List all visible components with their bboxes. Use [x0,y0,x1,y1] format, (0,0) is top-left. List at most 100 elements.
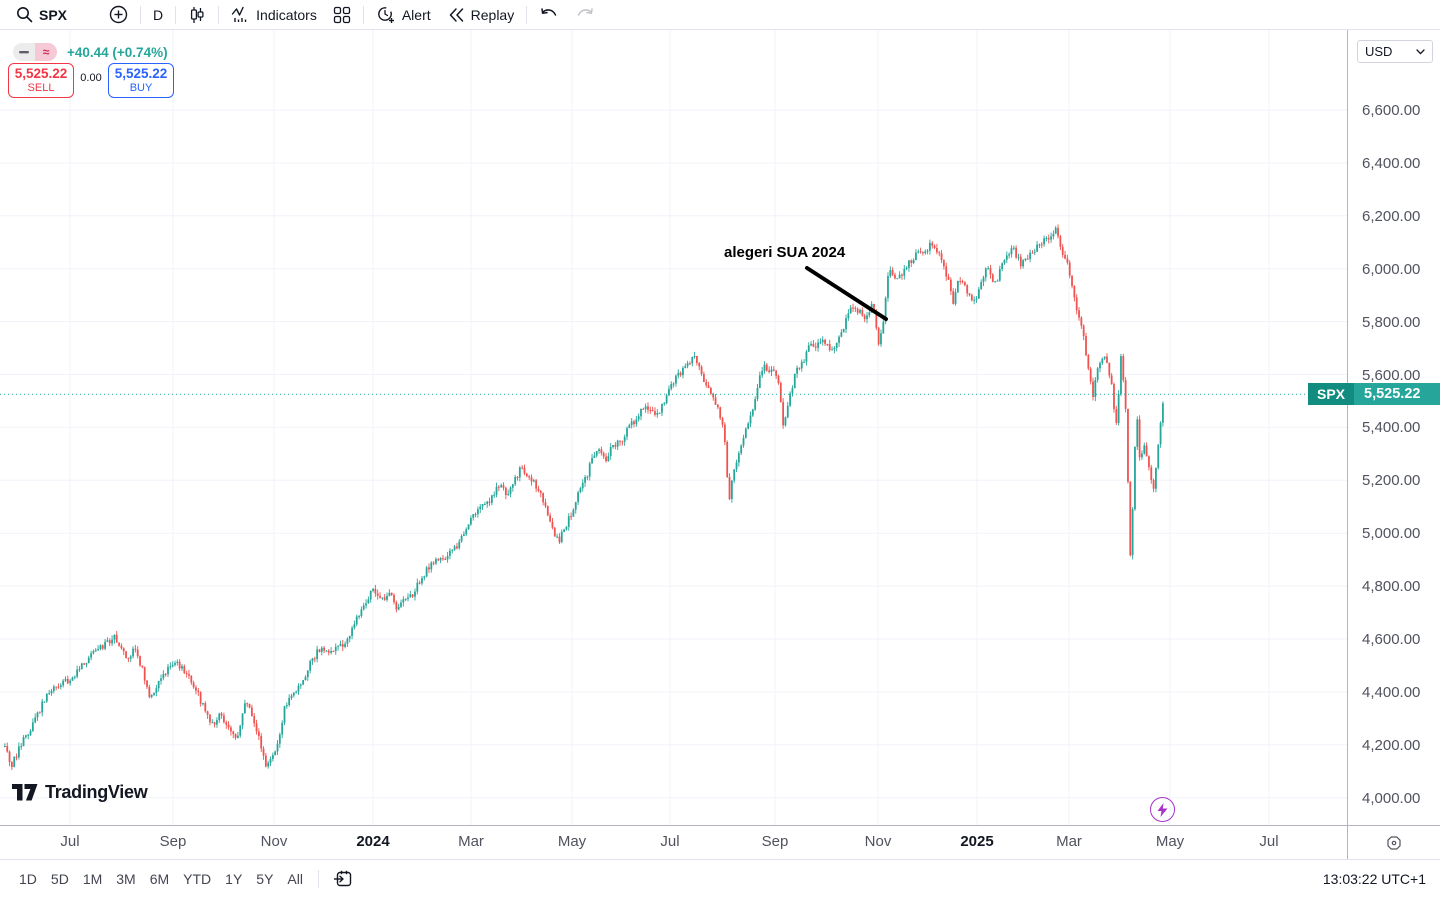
undo-button[interactable] [531,1,567,29]
time-axis-label: 2024 [356,833,390,850]
time-axis-label: Sep [761,833,789,850]
tradingview-logo[interactable]: TradingView [12,782,148,803]
time-axis-label: Jul [1259,833,1279,850]
price-axis-label: 5,000.00 [1362,525,1421,543]
price-change-text: +40.44 (+0.74%) [67,44,168,60]
time-axis-label: Mar [1056,833,1082,850]
price-axis-label: 4,600.00 [1362,631,1421,648]
bottom-toolbar: 1D 5D 1M 3M 6M YTD 1Y 5Y All 13:03:22 UT… [0,859,1440,898]
axis-settings-corner[interactable] [1347,826,1440,860]
top-toolbar: SPX D Indica [0,0,1440,30]
redo-icon [577,7,593,16]
trade-panel: 5,525.22 SELL 0.00 5,525.22 BUY [8,63,174,98]
price-axis-label: 5,200.00 [1362,472,1421,490]
range-3m-button[interactable]: 3M [116,871,136,887]
price-chart-canvas[interactable] [0,30,1347,825]
minus-icon [19,50,29,53]
time-axis-label: 2025 [960,833,994,850]
clock-timestamp[interactable]: 13:03:22 UTC+1 [1322,871,1426,887]
alert-label: Alert [401,6,431,23]
range-5d-button[interactable]: 5D [50,871,69,887]
alert-button[interactable]: Alert [368,1,439,29]
indicators-button[interactable]: Indicators [223,1,325,29]
price-axis-label: 6,200.00 [1362,207,1421,225]
wave-icon: ≈ [42,45,50,59]
interval-label: D [153,6,164,23]
currency-value: USD [1365,44,1393,59]
symbol-search-button[interactable]: SPX [8,1,75,29]
time-axis[interactable]: Jul Sep Nov 2024 Mar May Jul Sep Nov 2025 Mar May Ju… [0,825,1440,860]
time-axis-label: May [557,833,587,850]
tradingview-logo-icon [12,784,38,801]
indicator-templates-button[interactable] [325,1,359,29]
price-axis-label: 5,800.00 [1362,313,1421,331]
alert-clock-icon [377,6,394,23]
last-price-value: 5,525.22 [1354,383,1440,406]
sell-button[interactable]: 5,525.22 SELL [8,63,74,98]
time-axis-label: Jul [660,833,680,850]
range-6m-button[interactable]: 6M [149,871,170,887]
time-axis-label: Jul [60,833,80,850]
toolbar-separator [362,5,364,24]
toolbar-separator [218,5,220,24]
buy-button[interactable]: 5,525.22 BUY [108,63,174,98]
time-axis-label: Nov [260,833,288,850]
price-axis-label: 6,600.00 [1362,102,1421,119]
candlestick-icon [191,6,204,23]
replay-button[interactable]: Replay [439,1,523,29]
range-1y-button[interactable]: 1Y [225,871,243,887]
price-axis-label: 4,400.00 [1362,683,1421,701]
sell-price: 5,525.22 [14,66,68,82]
price-axis-label: 5,600.00 [1362,366,1421,384]
price-axis-label: 4,200.00 [1362,736,1421,754]
buy-label: BUY [129,81,153,94]
last-price-symbol: SPX [1308,383,1355,406]
chart-legend: ≈ +40.44 (+0.74%) [13,43,168,61]
tradingview-logo-text: TradingView [45,782,148,802]
range-ytd-button[interactable]: YTD [183,871,212,887]
undo-icon [541,7,557,16]
replay-label: Replay [470,6,515,23]
currency-dropdown[interactable]: USD [1357,40,1433,63]
range-1m-button[interactable]: 1M [82,871,103,887]
range-all-button[interactable]: All [287,871,303,887]
go-to-date-icon [333,870,352,887]
buy-price: 5,525.22 [114,66,168,82]
plus-circle-icon [109,5,128,24]
go-to-date-button[interactable] [327,867,359,891]
indicators-label: Indicators [256,6,317,23]
legend-minimize-button[interactable] [13,43,35,61]
range-1d-button[interactable]: 1D [19,871,37,887]
annotation-trend-line [805,266,888,321]
toolbar-separator [526,5,528,24]
last-price-tag: SPX 5,525.22 [1308,383,1440,406]
price-axis-label: 4,800.00 [1362,578,1421,596]
annotation-text[interactable]: alegeri SUA 2024 [724,244,846,261]
legend-controls[interactable]: ≈ [13,43,57,61]
time-axis-label: Nov [864,833,892,850]
toolbar-separator [140,5,142,24]
range-5y-button[interactable]: 5Y [256,871,274,887]
time-axis-label: Mar [458,833,484,850]
chart-style-button[interactable] [180,1,214,29]
lightning-bolt-icon [1157,802,1168,817]
search-icon [17,7,33,23]
spread-value: 0.00 [80,72,102,84]
replay-rewind-icon [449,7,463,22]
toolbar-separator [317,870,319,888]
toolbar-separator [175,5,177,24]
compare-add-symbol-button[interactable] [101,1,136,29]
price-axis-label: 5,400.00 [1362,419,1421,437]
grid-layout-icon [333,6,350,23]
realtime-data-button[interactable] [1150,797,1175,822]
price-axis-label: 6,400.00 [1362,154,1421,172]
price-axis-label: 6,000.00 [1362,260,1421,278]
sell-label: SELL [27,81,55,94]
redo-button[interactable] [567,1,603,29]
gear-icon [1387,836,1401,850]
drawing-tool-badge[interactable]: ≈ [35,43,57,61]
price-axis[interactable]: USD 6,600.00 6,400.00 6,200.00 6,000.00 5,80… [1347,30,1440,825]
interval-button[interactable]: D [145,1,171,29]
chart-pane[interactable]: ≈ +40.44 (+0.74%) 5,525.22 SELL 0.00 5,5… [0,30,1347,825]
